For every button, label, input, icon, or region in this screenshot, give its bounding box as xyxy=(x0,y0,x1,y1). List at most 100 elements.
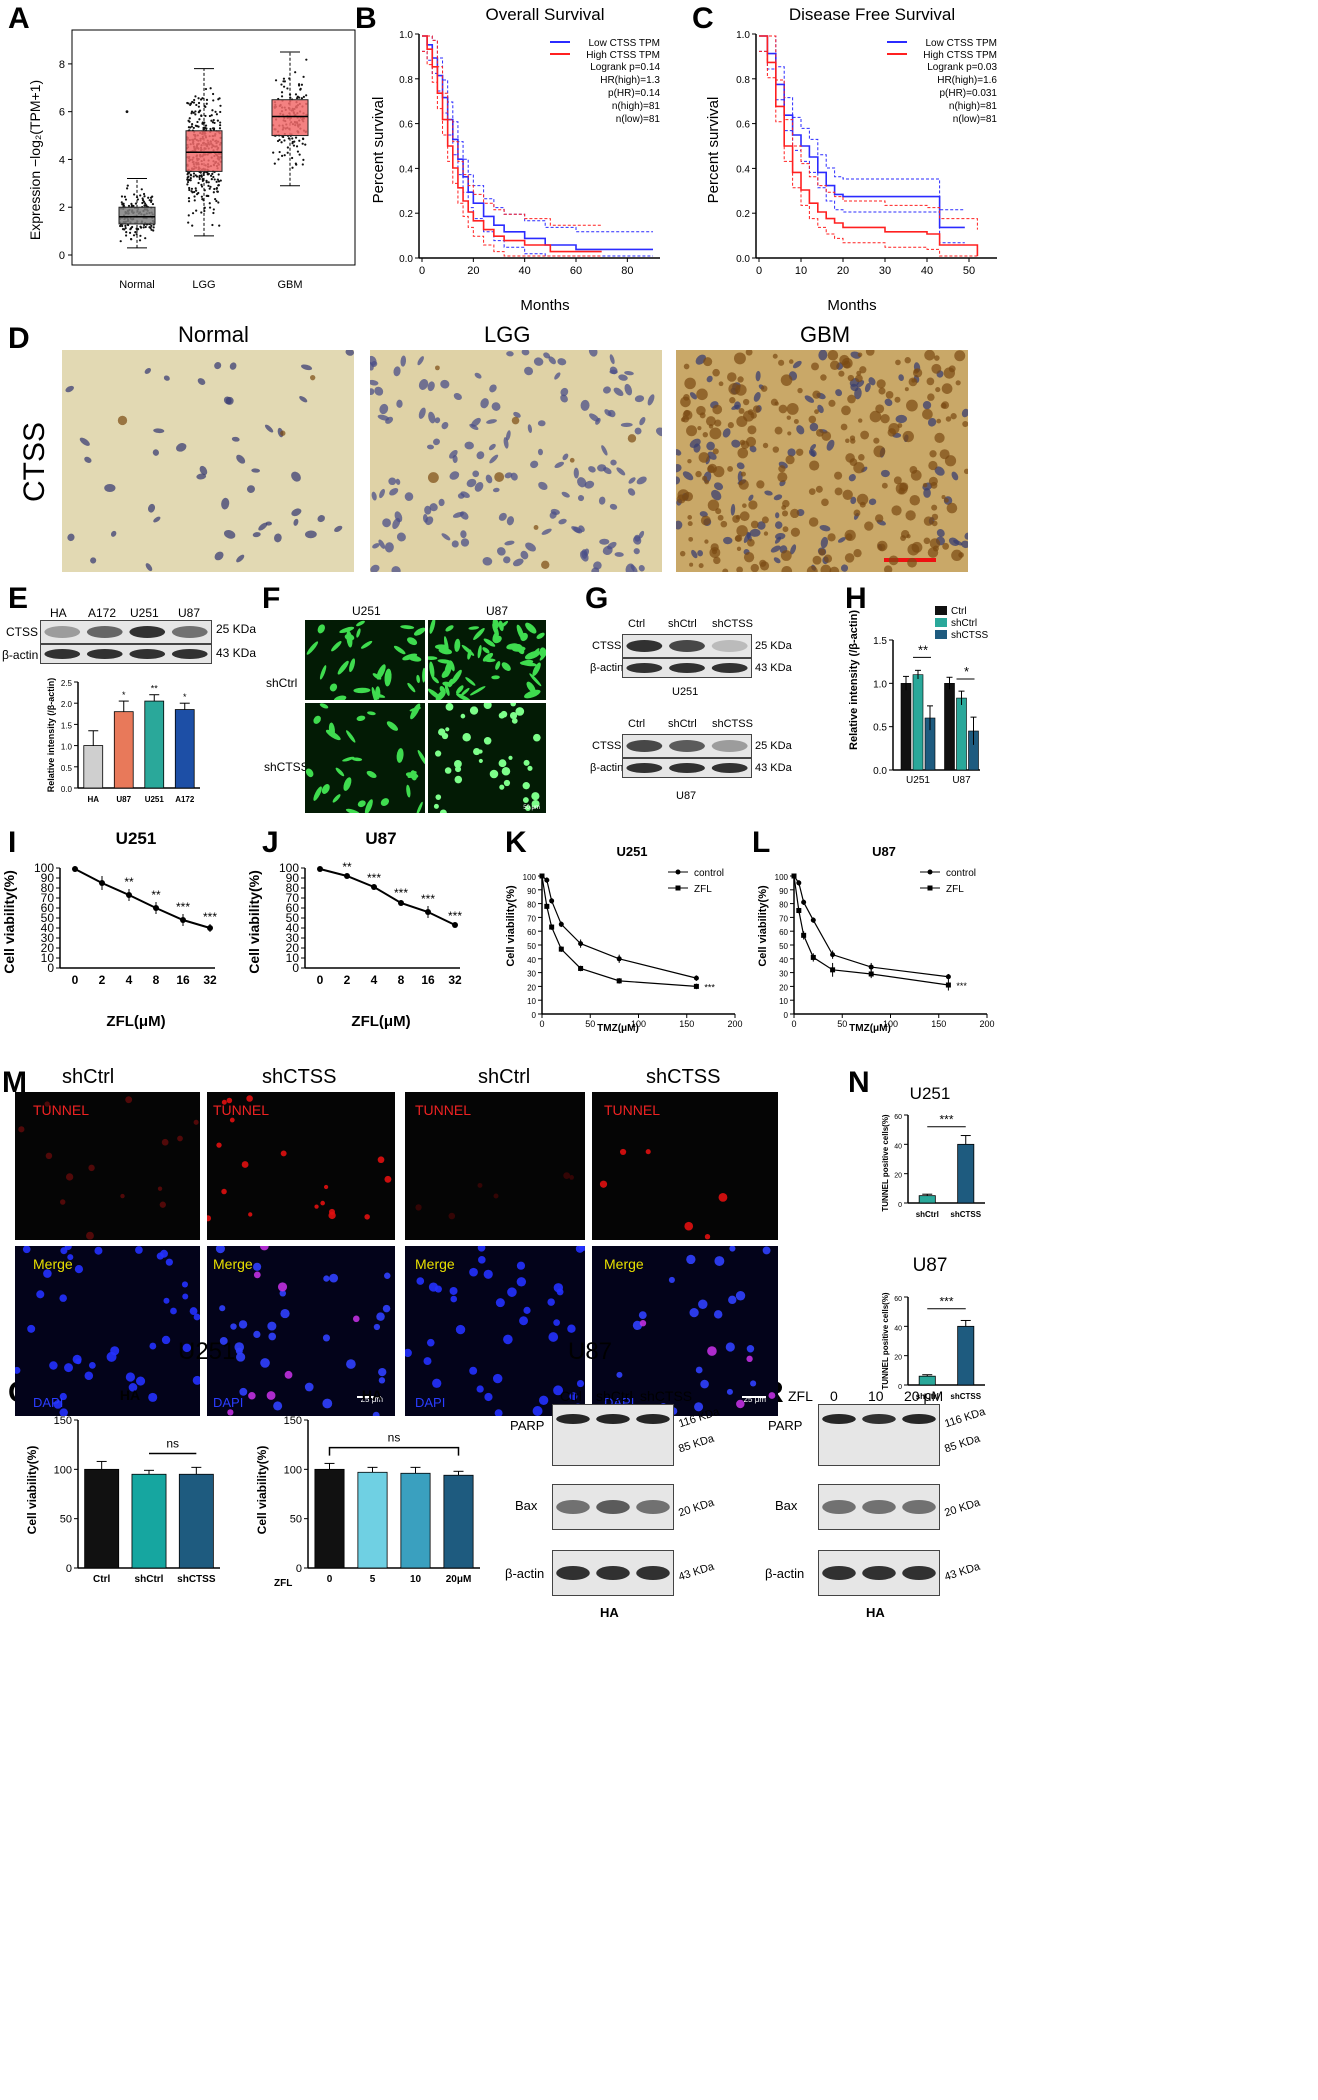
ihc-nucleus xyxy=(453,392,462,401)
gfp-cell xyxy=(468,626,480,630)
microscopy-cell xyxy=(280,1308,290,1319)
gfp-cell xyxy=(483,638,496,647)
ihc-nucleus xyxy=(334,525,343,533)
ihc-nucleus xyxy=(371,491,377,501)
chart-a-point xyxy=(205,181,208,184)
ihc-nucleus xyxy=(595,417,601,425)
microscopy-cell xyxy=(599,1180,608,1188)
chart-l-point xyxy=(801,932,807,938)
blot-band xyxy=(669,763,705,773)
ihc-stain xyxy=(908,377,918,387)
chart-c-xlabel: Months xyxy=(827,297,876,314)
chart-j-ytick-label: 40 xyxy=(286,921,300,935)
ihc-stain xyxy=(856,493,869,506)
ihc-nucleus xyxy=(485,474,493,484)
chart-a-point xyxy=(195,209,198,212)
chart-l-xtick-label: 100 xyxy=(883,1019,898,1029)
chart-a-point xyxy=(188,117,191,120)
chart-b-ytick-label: 0.6 xyxy=(399,120,413,131)
chart-l-ytick-label: 70 xyxy=(779,914,788,923)
chart-a-point xyxy=(219,104,222,107)
microscopy-cell xyxy=(15,1366,21,1374)
chart-n2-title: U87 xyxy=(913,1255,948,1276)
gfp-cell xyxy=(360,640,373,649)
microscopy-cell xyxy=(252,1262,262,1271)
blot-band xyxy=(711,663,748,673)
ihc-nucleus xyxy=(787,448,796,457)
chart-a-point xyxy=(298,153,301,156)
ihc-stain xyxy=(860,430,870,440)
chart-k-point xyxy=(544,903,550,909)
chart-a-point xyxy=(214,197,217,201)
blot-g2-kda-43: 43 KDa xyxy=(755,762,792,774)
chart-n2-bar xyxy=(918,1375,936,1386)
ihc-nucleus xyxy=(506,351,514,357)
chart-l-point xyxy=(796,880,802,886)
ihc-nucleus xyxy=(609,503,618,510)
chart-j-sig: ** xyxy=(342,860,352,874)
chart-a-point xyxy=(144,202,147,205)
chart-a-point xyxy=(280,91,284,94)
chart-a-point xyxy=(124,224,127,228)
microscopy-cell xyxy=(384,1272,391,1280)
gfp-cell xyxy=(531,799,540,809)
ihc-nucleus xyxy=(264,424,274,433)
chart-a-point xyxy=(133,193,136,196)
chart-a-point xyxy=(294,93,298,96)
gfp-cell xyxy=(445,625,454,632)
ihc-stain xyxy=(927,393,935,401)
ihc-stain xyxy=(942,542,950,550)
microscopy-cell xyxy=(523,1306,531,1314)
ihc-stain xyxy=(743,552,755,563)
blot-g2-lane-shctrl: shCtrl xyxy=(668,718,697,730)
chart-a-point xyxy=(295,145,299,148)
chart-l-point xyxy=(791,873,797,879)
chart-n1-bar xyxy=(957,1143,975,1204)
chart-a-point xyxy=(287,137,290,140)
panel-label-n: N xyxy=(848,1066,870,1099)
tunel-cell-u251: U251 xyxy=(178,1338,236,1365)
chart-a-point xyxy=(211,223,214,227)
ihc-stain xyxy=(733,352,746,365)
ihc-stain xyxy=(796,448,804,456)
chart-l-line: U87 TMZ(μM) Cell viability(%) 0 10 20 30 40 5… xyxy=(757,844,995,1034)
chart-c-stat: HR(high)=1.6 xyxy=(937,75,997,86)
microscopy-cell xyxy=(725,1342,735,1352)
panel-label-h: H xyxy=(845,582,867,615)
ihc-nucleus xyxy=(820,536,829,549)
ihc-stain xyxy=(714,419,722,427)
ihc-stain xyxy=(841,405,851,416)
ihc-nucleus xyxy=(936,529,945,537)
blot-r-band-bax: Bax xyxy=(775,1498,798,1513)
ihc-nucleus xyxy=(144,368,151,374)
chart-a-point xyxy=(205,102,208,105)
ihc-stain xyxy=(777,472,788,483)
chart-a-point xyxy=(205,127,208,130)
gfp-cell xyxy=(454,638,461,652)
microscopy-cell xyxy=(503,1334,513,1345)
ihc-stain xyxy=(943,367,956,379)
ihc-nucleus xyxy=(449,471,460,480)
microscopy-cell xyxy=(493,1193,499,1199)
gfp-cell xyxy=(439,685,446,695)
chart-a-point xyxy=(219,110,222,114)
gfp-cell xyxy=(435,794,442,800)
blot-band xyxy=(129,649,166,659)
microscopy-cell xyxy=(84,1371,94,1381)
chart-a-point xyxy=(278,138,281,141)
chart-p-xtick-label: 20μM xyxy=(446,1574,472,1585)
gfp-cell xyxy=(313,715,321,724)
microscopy-cell xyxy=(216,1142,222,1148)
chart-a-point xyxy=(201,179,204,182)
ihc-stain xyxy=(897,423,903,428)
chart-c-ytick-label: 1.0 xyxy=(736,30,750,41)
chart-a-point xyxy=(188,186,191,190)
ihc-stain xyxy=(679,550,686,557)
chart-a-ytick-label: 0 xyxy=(59,250,65,262)
chart-a-point xyxy=(142,192,146,196)
ihc-nucleus xyxy=(573,467,579,479)
chart-a-point xyxy=(191,100,194,104)
gfp-cell xyxy=(380,798,389,806)
ihc-stain xyxy=(885,391,894,399)
